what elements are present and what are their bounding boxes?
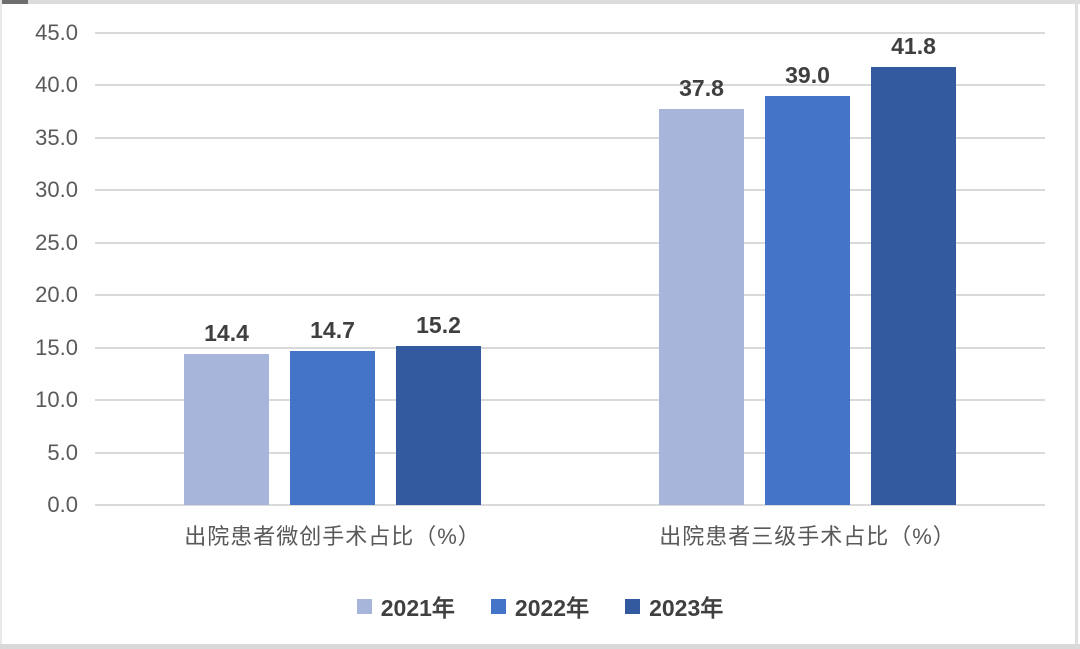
y-tick-label: 10.0 [35, 387, 78, 413]
y-tick-label: 25.0 [35, 229, 78, 255]
legend-item: 2023年 [625, 589, 723, 623]
frame-left-border [0, 0, 2, 649]
category-label: 出院患者微创手术占比（%） [184, 524, 481, 549]
bar-group: 37.8 39.0 41.8 [570, 33, 1045, 505]
gridline [95, 189, 1045, 192]
bars-layer: 14.4 14.7 15.2 37.8 39.0 41.8 [95, 33, 1045, 505]
gridline [95, 399, 1045, 402]
legend: 2021年 2022年 2023年 [0, 589, 1080, 623]
category-label: 出院患者三级手术占比（%） [659, 524, 956, 549]
y-tick-label: 20.0 [35, 282, 78, 308]
frame-top-border [0, 0, 1080, 4]
gridline [95, 136, 1045, 139]
gridline [95, 504, 1045, 506]
data-label: 41.8 [891, 32, 936, 59]
gridline [95, 294, 1045, 297]
y-tick-label: 40.0 [35, 72, 78, 98]
gridline [95, 241, 1045, 244]
frame-bottom-border [0, 644, 1080, 649]
plot-area: 14.4 14.7 15.2 37.8 39.0 41.8 [95, 32, 1045, 506]
data-label: 14.7 [310, 316, 355, 343]
gridline [95, 84, 1045, 87]
data-label: 14.4 [204, 319, 249, 346]
bar-group: 14.4 14.7 15.2 [95, 33, 570, 505]
gridline [95, 451, 1045, 454]
legend-label: 2022年 [514, 595, 590, 621]
gridline [95, 32, 1045, 34]
y-tick-label: 0.0 [47, 492, 78, 517]
legend-swatch-icon [356, 598, 372, 614]
data-label: 37.8 [679, 74, 724, 101]
y-tick-label: 45.0 [35, 20, 78, 45]
gridline [95, 346, 1045, 349]
frame-right-border [1075, 0, 1078, 649]
x-axis-labels: 出院患者微创手术占比（%） 出院患者三级手术占比（%） [95, 519, 1045, 551]
y-tick-label: 30.0 [35, 177, 78, 203]
bar: 14.7 [290, 317, 375, 505]
data-label: 15.2 [416, 311, 461, 338]
y-tick-label: 5.0 [47, 439, 78, 465]
y-tick-label: 15.0 [35, 334, 78, 360]
legend-item: 2021年 [356, 589, 455, 623]
bar: 41.8 [871, 33, 956, 505]
bar: 15.2 [396, 312, 481, 505]
y-tick-label: 35.0 [35, 124, 78, 150]
legend-label: 2023年 [649, 595, 724, 621]
data-label: 39.0 [785, 61, 830, 88]
legend-label: 2021年 [380, 595, 455, 621]
legend-swatch-icon [625, 598, 641, 614]
legend-swatch-icon [490, 598, 506, 614]
frame-top-left-segment [0, 0, 28, 4]
bar: 14.4 [184, 320, 269, 505]
bar: 39.0 [765, 62, 850, 505]
bar: 37.8 [659, 75, 744, 505]
legend-item: 2022年 [490, 589, 590, 623]
